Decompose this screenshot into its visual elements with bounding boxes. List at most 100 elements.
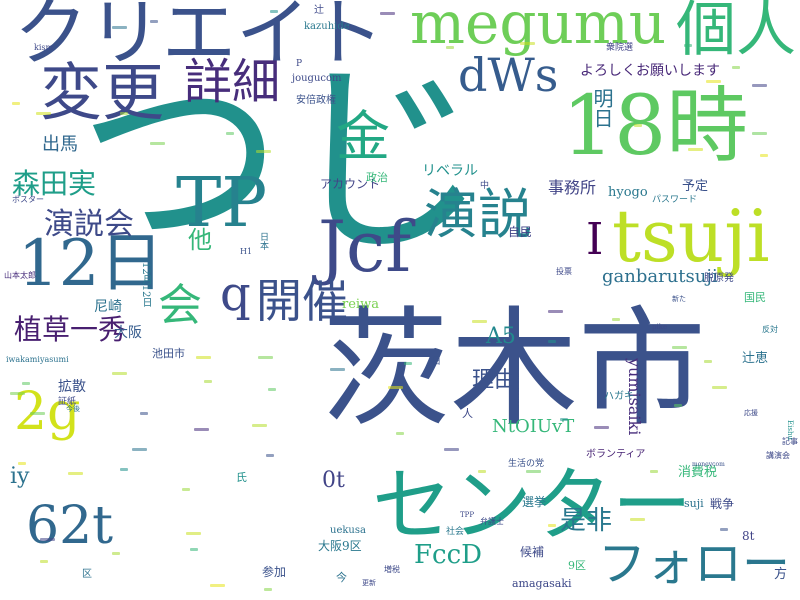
tiny-word-speck — [444, 448, 459, 451]
tiny-word-speck — [720, 528, 728, 531]
tiny-word-speck — [560, 418, 568, 421]
word-12nichi: 12日 — [18, 227, 164, 301]
word-kazuhide: kazuhide — [304, 21, 350, 32]
tiny-word-speck — [634, 124, 642, 127]
tiny-word-speck — [526, 470, 541, 473]
tiny-word-speck — [150, 142, 165, 145]
tiny-word-speck — [226, 132, 234, 135]
word-center: センター — [372, 459, 692, 552]
word-jougucom: jougucom — [292, 73, 342, 84]
tiny-word-speck — [266, 454, 274, 457]
tiny-word-speck — [704, 360, 712, 363]
tiny-word-speck — [520, 42, 535, 45]
tiny-word-speck — [732, 66, 740, 69]
word-ntoiuvt: NtOIUvT — [492, 416, 575, 437]
word-yoroshiku: よろしくお願いします — [580, 63, 720, 79]
tiny-word-speck — [194, 428, 209, 431]
word-seikatsu: 生活の党 — [508, 459, 545, 469]
tiny-word-speck — [68, 472, 83, 475]
word-tsujimegumu: 辻恵 — [742, 351, 769, 366]
tiny-word-speck — [190, 548, 198, 551]
word-osaka: 大阪 — [114, 325, 142, 341]
word-ashita: 明日 — [590, 88, 614, 128]
tiny-word-speck — [196, 356, 211, 359]
word-osaka9ku: 大阪9区 — [318, 539, 362, 553]
word-koushin: 更新 — [362, 579, 376, 587]
word-kouho: 候補 — [520, 545, 545, 559]
word-ouen: 応援 — [744, 409, 758, 417]
word-arata: 新た — [672, 295, 686, 303]
word-suji: suji — [684, 497, 704, 510]
word-jcf: Jcf — [318, 206, 412, 288]
word-tsuji-hiragana: つじ — [78, 43, 488, 281]
word-kin: 金 — [336, 105, 390, 168]
tiny-word-speck — [472, 320, 487, 323]
tiny-word-speck — [380, 12, 395, 15]
tiny-word-speck — [18, 462, 26, 465]
word-kongo: 今後 — [66, 405, 80, 413]
word-reiwa: reiwa — [342, 297, 379, 312]
word-seiji: 政治 — [366, 171, 388, 184]
tiny-word-speck — [186, 532, 201, 535]
word-volunteer: ボランティア — [586, 449, 646, 460]
word-hagaki: ハガキ — [604, 391, 634, 402]
word-hoka: 他 — [188, 226, 212, 254]
tiny-word-speck — [268, 388, 276, 391]
word-shi: 氏 — [236, 471, 247, 484]
tiny-word-speck — [210, 584, 225, 587]
word-yumisaiki: yumisaiki — [625, 358, 644, 436]
word-18ji: 18時 — [562, 79, 749, 174]
tiny-word-speck — [612, 318, 620, 321]
word-tsuji: tsuji — [612, 194, 770, 278]
word-capital-i: I — [586, 214, 604, 265]
word-kokumin: 国民 — [744, 291, 766, 304]
word-moritaminoru: 森田実 — [12, 167, 97, 200]
word-shutsuba: 出馬 — [42, 134, 78, 155]
word-tp: TP — [176, 164, 268, 243]
word-2g: 2g — [14, 382, 81, 442]
word-account: アカウント — [320, 177, 381, 191]
tiny-word-speck — [388, 386, 403, 389]
tiny-word-speck — [204, 380, 212, 383]
word-follow: フォロー — [598, 536, 791, 592]
word-ima: 今 — [336, 571, 347, 584]
word-bengoshi: 弁護士 — [480, 517, 504, 526]
word-12gatsu12nichi: 12月12日 — [140, 262, 151, 308]
word-kiji: 記事 — [782, 437, 798, 446]
word-naka: 中 — [480, 181, 490, 191]
tiny-word-speck — [264, 588, 272, 591]
word-create: クリエイト — [14, 0, 384, 76]
word-yotei: 予定 — [682, 179, 709, 194]
word-shousai: 詳細 — [184, 54, 281, 110]
word-touhyou: 投票 — [556, 267, 572, 276]
word-0t: 0t — [322, 468, 345, 493]
word-shouhizei: 消費税 — [678, 465, 718, 480]
word-jimusho: 事務所 — [548, 178, 597, 197]
word-henkou: 変更 — [40, 56, 165, 129]
word-pike: pike — [652, 323, 668, 331]
tiny-word-speck — [150, 20, 158, 23]
word-enzetsukai: 演説会 — [44, 207, 134, 242]
word-enzetsu: 演説 — [424, 183, 532, 246]
word-ikeda-city: 池田市 — [152, 347, 185, 360]
word-shoushi: 証紙 — [58, 397, 77, 407]
tiny-word-speck — [672, 346, 687, 349]
tiny-word-speck — [252, 424, 267, 427]
word-9ku: 9区 — [568, 559, 586, 572]
tiny-word-speck — [630, 518, 645, 521]
tiny-word-speck — [112, 26, 127, 29]
word-riyuu: 理由 — [472, 368, 517, 393]
tiny-word-speck — [752, 84, 767, 87]
word-kata: 方 — [774, 567, 788, 582]
tiny-word-speck — [684, 44, 692, 47]
tiny-word-speck — [404, 362, 412, 365]
tiny-word-speck — [30, 412, 45, 415]
tiny-word-speck — [478, 470, 486, 473]
word-kouenkai: 講演会 — [766, 451, 790, 460]
word-liberal: リベラル — [422, 163, 478, 179]
word-fccd: FccD — [414, 540, 483, 570]
word-hito: 人 — [462, 407, 473, 420]
tiny-word-speck — [650, 470, 658, 473]
word-iwakamiyasumi: iwakamiyasumi — [6, 355, 69, 364]
